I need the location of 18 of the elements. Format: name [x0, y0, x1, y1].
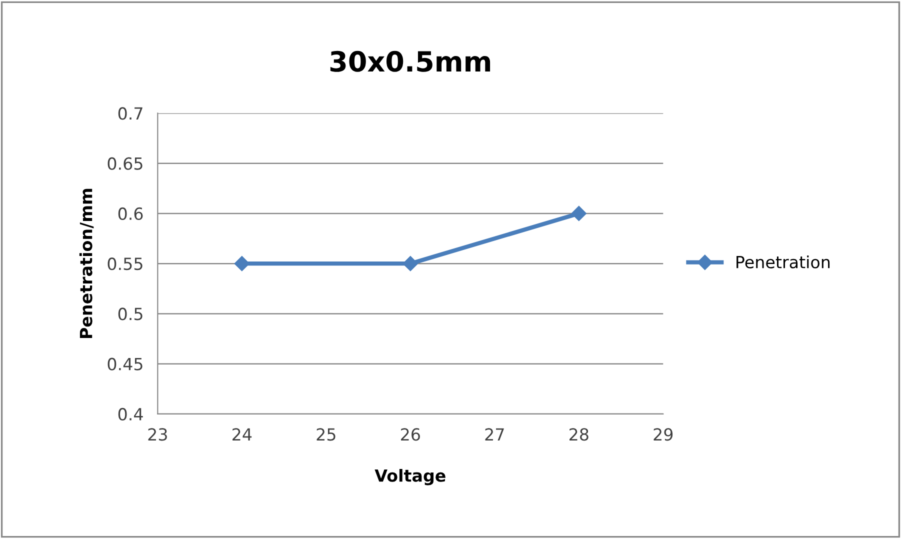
y-axis-title: Penetration/mm [79, 188, 94, 338]
x-tick-label: 29 [654, 428, 673, 441]
legend-label: Penetration [736, 256, 830, 268]
y-tick-label: 0.65 [108, 157, 142, 170]
y-tick-label: 0.6 [118, 207, 143, 220]
x-tick-label: 25 [316, 428, 336, 441]
x-tick-label: 24 [232, 428, 252, 441]
x-tick-label: 27 [485, 428, 504, 441]
chart-title: 30x0.5mm [330, 50, 490, 72]
y-tick-label: 0.45 [108, 358, 142, 370]
y-tick-label: 0.55 [108, 258, 142, 270]
y-tick-label: 0.5 [118, 308, 142, 320]
x-axis-title: Voltage [374, 468, 446, 486]
x-tick-label: 23 [148, 428, 167, 441]
y-tick-label: 0.4 [118, 408, 143, 421]
x-tick-label: 26 [401, 428, 420, 441]
y-tick-label: 0.7 [118, 107, 142, 120]
x-tick-label: 28 [570, 428, 588, 441]
